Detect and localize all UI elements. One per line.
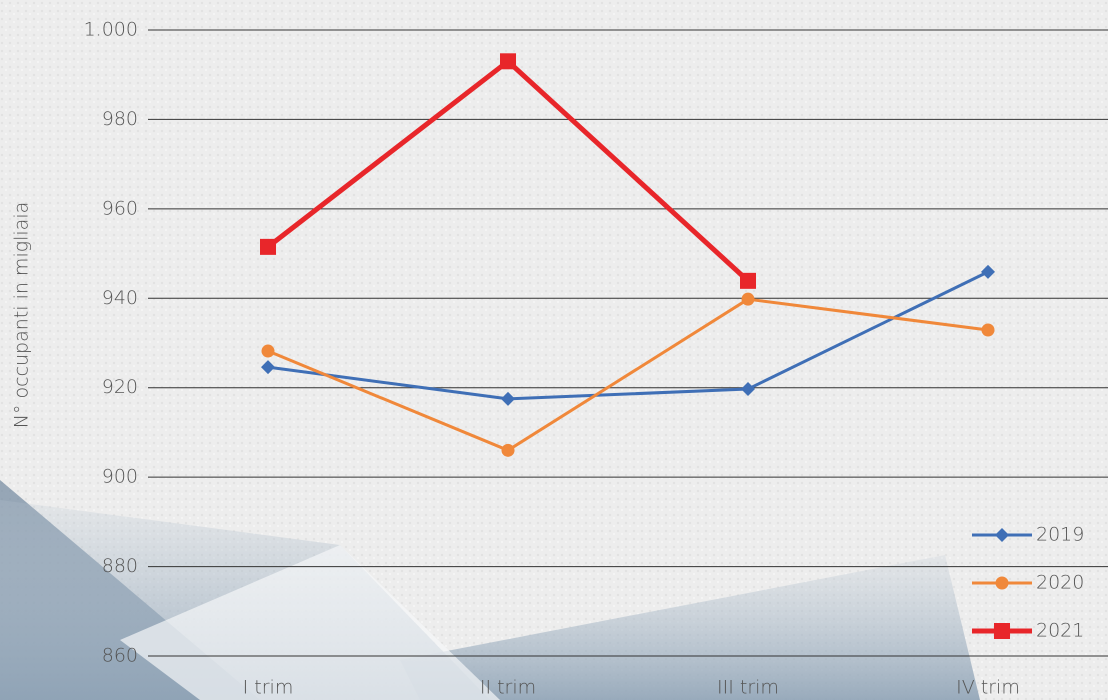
point: [981, 323, 995, 337]
point: [981, 264, 995, 279]
series-line: [267, 297, 989, 452]
point: [501, 391, 515, 406]
legend-label: 2020: [1036, 572, 1084, 594]
x-tick-label: III trim: [717, 677, 779, 699]
y-tick-label: 960: [102, 197, 138, 219]
x-tick-label: I trim: [243, 677, 294, 699]
y-tick-label: 1.000: [84, 19, 138, 41]
point: [261, 344, 275, 358]
y-tick-label: 920: [102, 376, 138, 398]
point: [501, 443, 515, 457]
y-axis-label: N° occupanti in migliaia: [11, 202, 33, 429]
legend-label: 2021: [1036, 620, 1084, 642]
y-tick-label: 940: [102, 287, 138, 309]
legend-label: 2019: [1036, 524, 1084, 546]
point: [741, 382, 755, 397]
y-tick-label: 900: [102, 466, 138, 488]
y-tick-label: 980: [102, 108, 138, 130]
y-tick-label: 880: [102, 555, 138, 577]
decor: [120, 545, 500, 700]
x-tick-label: IV trim: [956, 677, 1020, 699]
legend-marker: [995, 576, 1009, 590]
point: [500, 53, 516, 70]
point: [260, 238, 276, 255]
point: [261, 360, 275, 375]
x-tick-label: II trim: [480, 677, 536, 699]
point: [741, 292, 755, 306]
legend-marker: [995, 528, 1009, 542]
decor: [400, 555, 980, 700]
y-tick-label: 860: [102, 645, 138, 667]
legend-marker: [994, 623, 1010, 639]
series-line: [267, 270, 989, 401]
point: [740, 272, 756, 289]
